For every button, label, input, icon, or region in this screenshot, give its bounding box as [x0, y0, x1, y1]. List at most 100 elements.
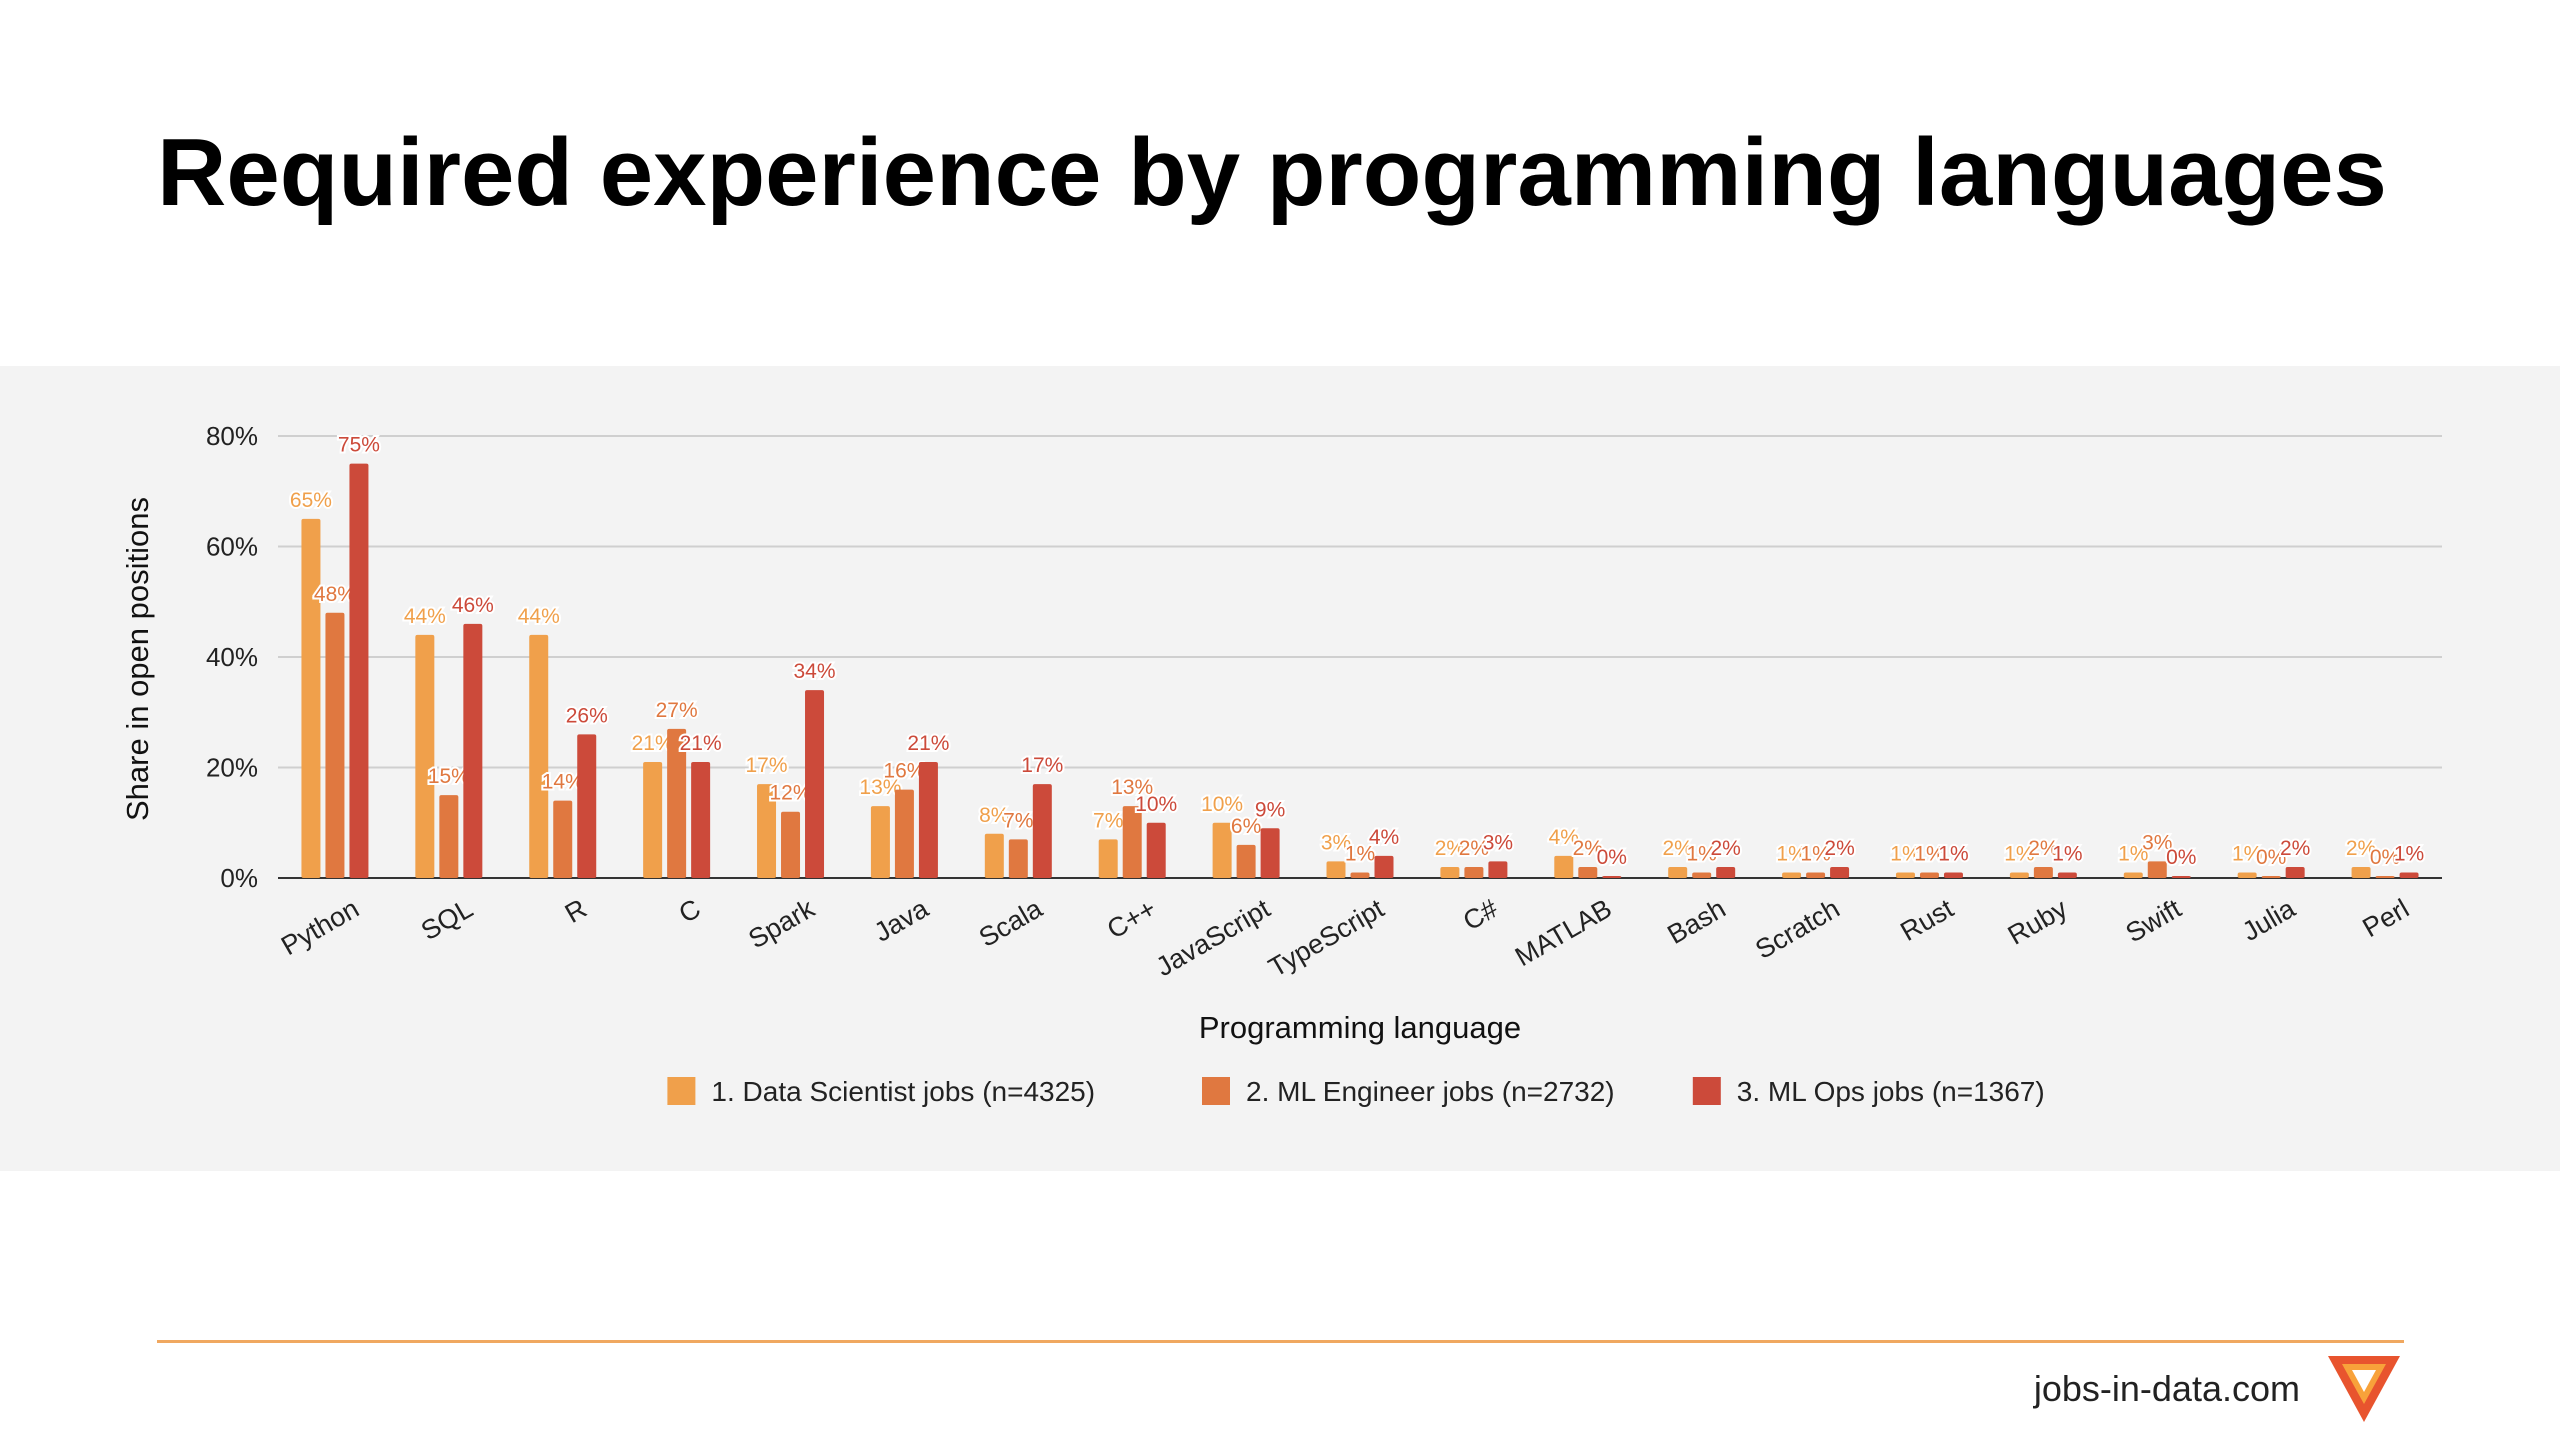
data-label: 8% — [979, 804, 1009, 827]
bar-ruby-series3 — [2057, 872, 2077, 878]
data-label: 26% — [566, 704, 608, 727]
bar-c-series2 — [1464, 866, 1484, 878]
bar-typescript-series3 — [1374, 855, 1394, 878]
bar-sql-series2 — [439, 795, 459, 878]
bar-c-series1 — [1098, 839, 1118, 878]
data-label: 2% — [2028, 837, 2058, 860]
y-tick-label: 20% — [206, 753, 258, 783]
data-label: 2% — [1711, 837, 1741, 860]
x-tick-label: Scratch — [1750, 893, 1844, 965]
bar-c-series3 — [691, 761, 711, 878]
x-tick-label: Rust — [1895, 893, 1959, 947]
footer-divider — [157, 1340, 2404, 1343]
data-label: 2% — [1663, 837, 1693, 860]
bar-matlab-series1 — [1554, 855, 1574, 878]
x-tick-label: C++ — [1102, 893, 1161, 945]
page-title: Required experience by programming langu… — [157, 119, 2387, 226]
x-tick-label: Ruby — [2003, 893, 2073, 951]
data-label: 2% — [2280, 837, 2310, 860]
bar-matlab-series2 — [1578, 866, 1598, 878]
bar-python-series3 — [349, 463, 369, 878]
x-tick-label: SQL — [416, 893, 478, 946]
data-label: 3% — [1483, 831, 1513, 854]
bar-ruby-series1 — [2009, 872, 2029, 878]
x-tick-label: Python — [276, 893, 364, 961]
bar-julia-series1 — [2237, 872, 2257, 878]
chart-panel: 0% 20% 40% 60% 80% Share in open positions 65%… — [0, 366, 2560, 1171]
bar-c-series1 — [1440, 866, 1460, 878]
data-label: 4% — [1549, 826, 1579, 849]
x-tick-label: JavaScript — [1151, 893, 1276, 982]
data-label: 3% — [1321, 831, 1351, 854]
y-tick-label: 80% — [206, 421, 258, 451]
bar-java-series3 — [918, 761, 938, 878]
data-label: 3% — [2142, 831, 2172, 854]
bar-java-series1 — [870, 806, 890, 878]
data-label: 21% — [907, 732, 949, 755]
data-label: 0% — [2166, 846, 2196, 869]
data-label: 21% — [680, 732, 722, 755]
bar-bash-series3 — [1716, 866, 1736, 878]
data-label: 1% — [1776, 842, 1806, 865]
data-label: 75% — [338, 434, 380, 457]
bar-python-series1 — [301, 518, 321, 878]
x-tick-label: R — [560, 893, 592, 929]
x-tick-label: Swift — [2121, 893, 2187, 948]
data-label: 17% — [746, 754, 788, 777]
x-tick-label: Java — [869, 893, 934, 948]
bar-spark-series3 — [805, 690, 825, 878]
bar-ruby-series2 — [2033, 866, 2053, 878]
data-label: 1% — [1890, 842, 1920, 865]
x-axis-label: Programming language — [1199, 1010, 1521, 1045]
bar-java-series2 — [894, 789, 914, 878]
bar-bash-series2 — [1692, 872, 1712, 878]
bar-r-series3 — [577, 734, 597, 878]
bar-swift-series1 — [2123, 872, 2143, 878]
bar-scratch-series3 — [1830, 866, 1850, 878]
x-tick-label: C# — [1458, 893, 1503, 936]
footer-site-link[interactable]: jobs-in-data.com — [2033, 1368, 2300, 1409]
bar-rust-series3 — [1943, 872, 1963, 878]
data-label: 6% — [1231, 815, 1261, 838]
legend-swatch — [1202, 1077, 1230, 1105]
y-tick-label: 40% — [206, 642, 258, 672]
bar-scala-series2 — [1008, 839, 1028, 878]
x-tick-label: Spark — [743, 893, 820, 954]
data-label: 9% — [1255, 798, 1285, 821]
data-label: 0% — [2370, 846, 2400, 869]
bar-perl-series1 — [2351, 866, 2371, 878]
data-label: 17% — [1021, 754, 1063, 777]
data-label: 46% — [452, 594, 494, 617]
bar-sql-series1 — [415, 634, 435, 878]
legend-swatch — [667, 1077, 696, 1105]
data-label: 1% — [1800, 842, 1830, 865]
bar-matlab-series3 — [1602, 876, 1622, 878]
x-tick-label: C — [674, 893, 706, 929]
bar-chart: 0% 20% 40% 60% 80% Share in open positions 65%… — [120, 421, 2442, 1107]
legend-label: 2. ML Engineer jobs (n=2732) — [1246, 1076, 1615, 1107]
legend-label: 3. ML Ops jobs (n=1367) — [1737, 1076, 2045, 1107]
bar-python-series2 — [325, 612, 345, 878]
data-label: 1% — [1914, 842, 1944, 865]
legend-label: 1. Data Scientist jobs (n=4325) — [711, 1076, 1095, 1107]
data-label: 2% — [1435, 837, 1465, 860]
data-label: 44% — [404, 605, 446, 628]
data-label: 13% — [859, 776, 901, 799]
bar-swift-series2 — [2147, 861, 2167, 878]
bar-rust-series1 — [1895, 872, 1915, 878]
data-label: 0% — [1597, 846, 1627, 869]
legend-swatch — [1692, 1077, 1721, 1105]
x-tick-label: Perl — [2357, 893, 2414, 943]
bar-r-series1 — [529, 634, 549, 878]
x-tick-label: Bash — [1662, 893, 1730, 950]
bar-c-series2 — [667, 728, 687, 878]
x-tick-label: Julia — [2237, 893, 2301, 947]
data-label: 1% — [1687, 842, 1717, 865]
data-label: 1% — [2118, 842, 2148, 865]
bar-spark-series2 — [781, 811, 801, 878]
bar-julia-series2 — [2261, 876, 2281, 878]
x-tick-label: Scala — [974, 893, 1048, 953]
data-label: 13% — [1111, 776, 1153, 799]
data-label: 1% — [2052, 842, 2082, 865]
bar-c-series3 — [1488, 861, 1508, 878]
